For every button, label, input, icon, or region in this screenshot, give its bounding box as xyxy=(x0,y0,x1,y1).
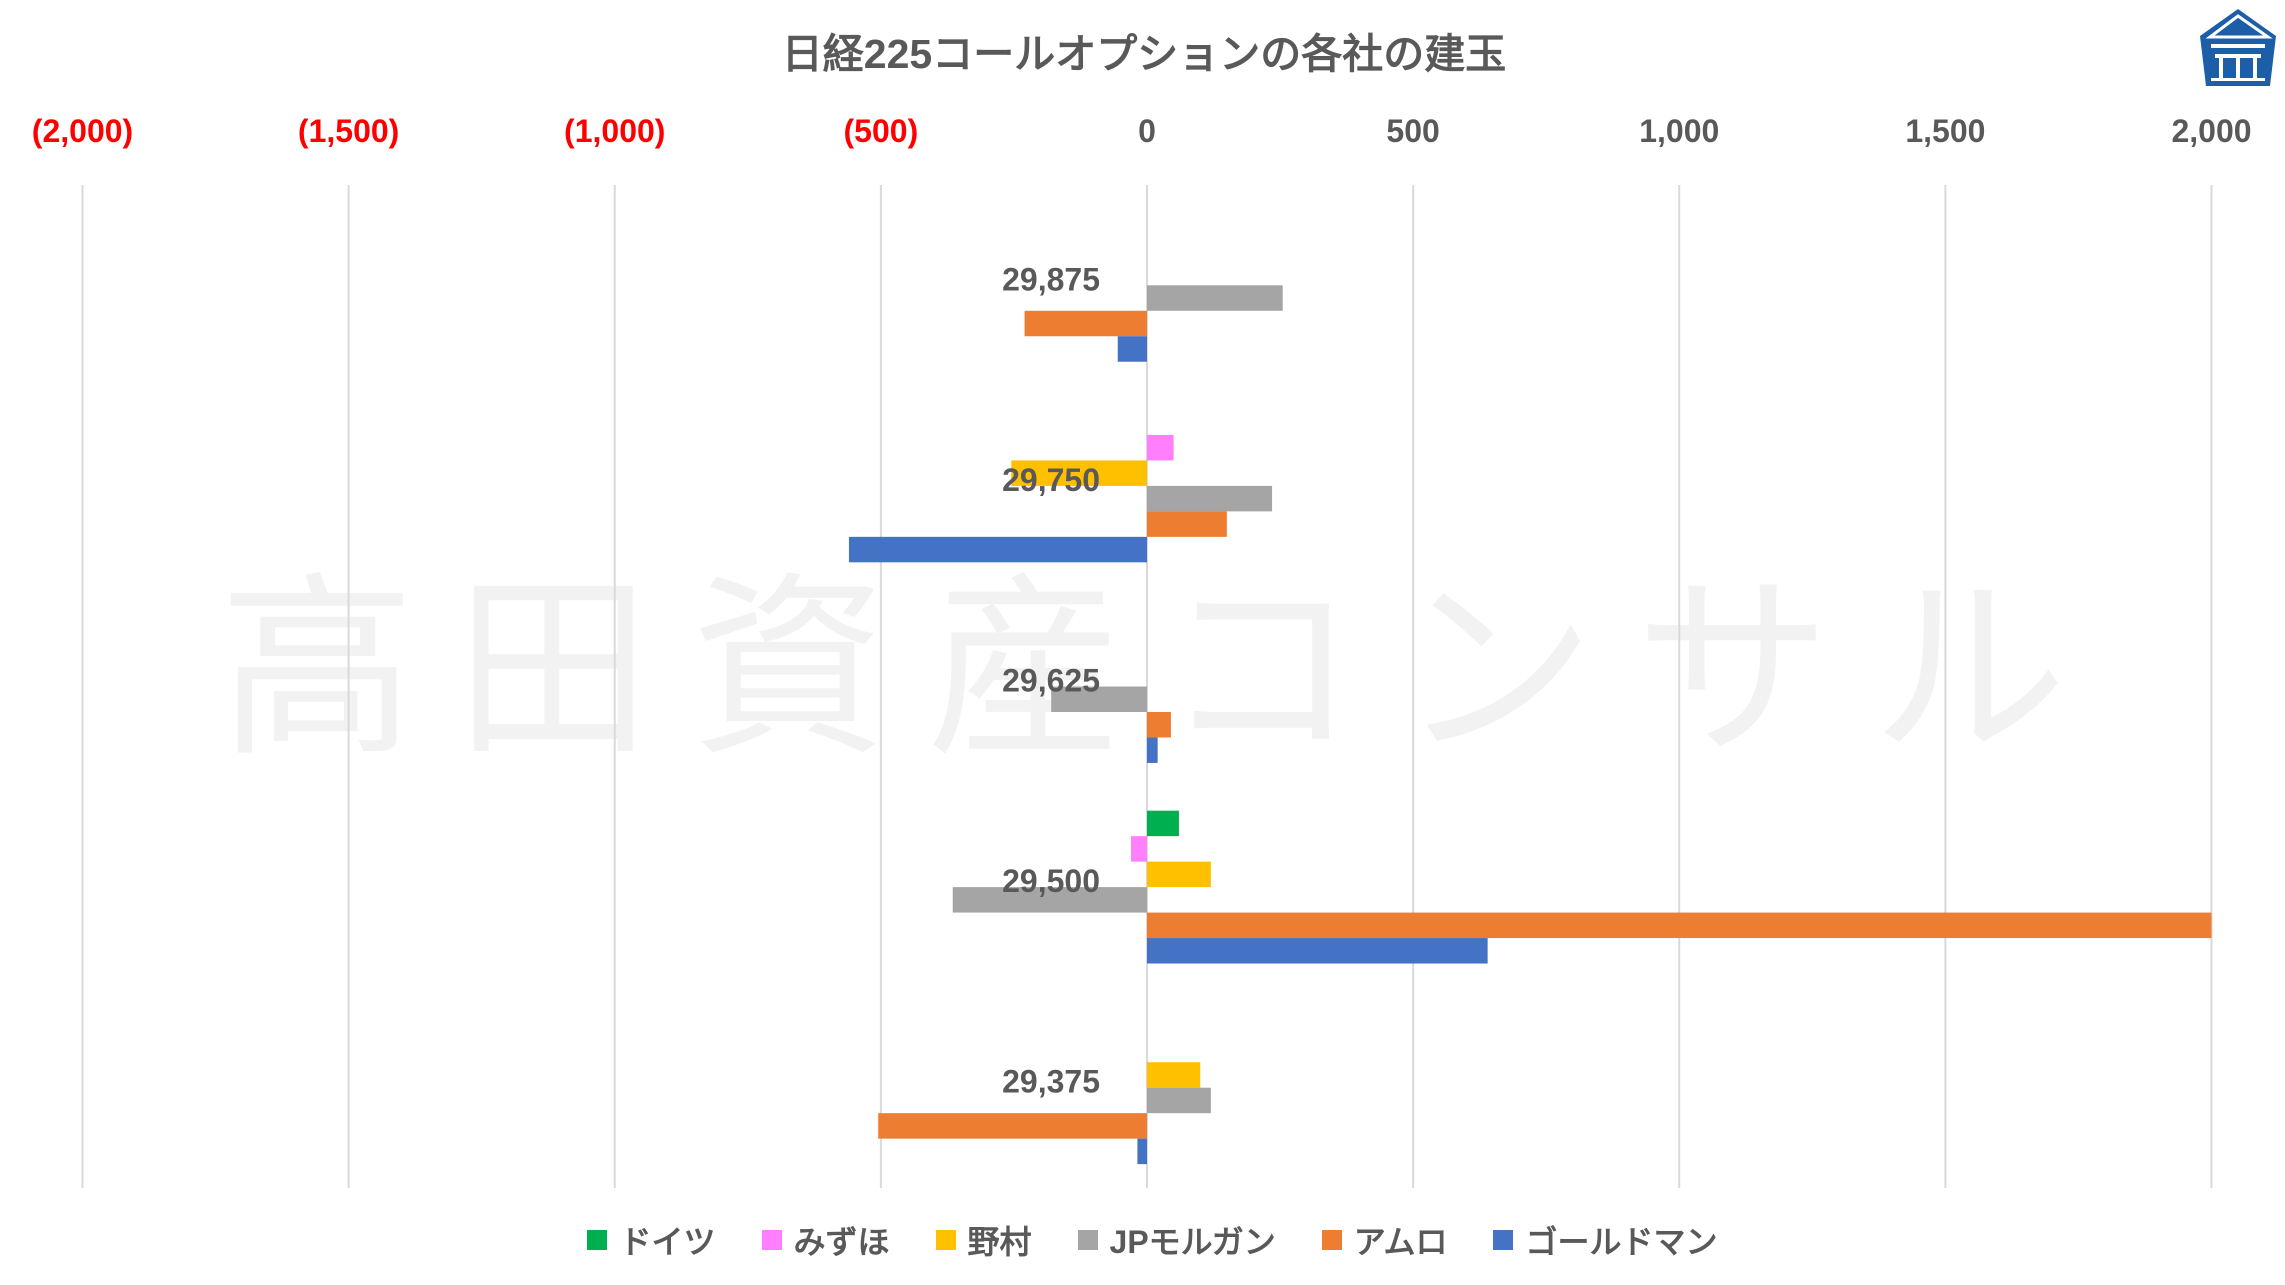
legend-label: みずほ xyxy=(793,1224,890,1260)
legend-item-jpmorgan: JPモルガン xyxy=(1077,1217,1276,1263)
legend-swatch xyxy=(587,1230,608,1250)
bar xyxy=(1147,711,1171,738)
legend-item-nomura: 野村 xyxy=(935,1217,1032,1263)
legend-label: ゴールドマン xyxy=(1525,1224,1718,1260)
category-label: 29,375 xyxy=(1002,1064,1100,1100)
bar xyxy=(1147,1062,1201,1088)
legend-swatch xyxy=(1077,1230,1098,1250)
bar xyxy=(1147,810,1179,837)
bar xyxy=(1024,310,1147,337)
watermark-text: 高田資産コンサル xyxy=(219,560,2108,780)
category-label: 29,500 xyxy=(1002,863,1100,899)
legend-item-goldman: ゴールドマン xyxy=(1493,1217,1718,1263)
bar xyxy=(1131,836,1147,862)
x-tick-label: 2,000 xyxy=(2171,113,2251,149)
bar xyxy=(1147,434,1174,461)
legend-label: アムロ xyxy=(1353,1224,1448,1260)
bar xyxy=(1011,460,1147,486)
bar xyxy=(1117,336,1147,362)
bar xyxy=(1147,1087,1211,1114)
legend-label: 野村 xyxy=(967,1224,1032,1260)
x-tick-label: (2,000) xyxy=(32,113,133,149)
chart-legend: ドイツ みずほ 野村 JPモルガン アムロ ゴールドマン xyxy=(0,1216,2285,1264)
building-logo-icon xyxy=(2197,6,2279,88)
x-tick-label: 1,000 xyxy=(1639,113,1719,149)
bar xyxy=(1147,285,1283,311)
x-tick-label: (1,500) xyxy=(298,113,399,149)
bar xyxy=(1147,938,1488,964)
bar xyxy=(1051,686,1147,712)
bar xyxy=(1147,511,1227,537)
legend-label: ドイツ xyxy=(619,1224,716,1260)
x-tick-label: (1,000) xyxy=(564,113,665,149)
bar xyxy=(1137,1138,1147,1165)
bar xyxy=(1147,861,1211,888)
category-label: 29,750 xyxy=(1002,462,1100,498)
legend-item-mizuho: みずほ xyxy=(761,1217,890,1263)
x-tick-label: 500 xyxy=(1386,113,1439,149)
x-tick-label: 1,500 xyxy=(1905,113,1985,149)
legend-swatch xyxy=(935,1230,956,1250)
x-tick-label: 0 xyxy=(1138,113,1156,149)
legend-swatch xyxy=(761,1230,782,1250)
category-label: 29,875 xyxy=(1002,261,1100,297)
chart-title: 日経225コールオプションの各社の建玉 xyxy=(781,31,1507,77)
legend-item-amro: アムロ xyxy=(1321,1217,1448,1263)
legend-swatch xyxy=(1493,1230,1514,1250)
bar xyxy=(1147,485,1273,512)
legend-swatch xyxy=(1321,1230,1342,1250)
legend-label: JPモルガン xyxy=(1109,1224,1276,1260)
category-label: 29,625 xyxy=(1002,663,1100,699)
bar xyxy=(1147,737,1158,763)
bar xyxy=(1147,912,2212,939)
x-tick-label: (500) xyxy=(844,113,919,149)
legend-item-deutsche: ドイツ xyxy=(587,1217,716,1263)
bar xyxy=(878,1113,1147,1139)
bar xyxy=(848,536,1147,563)
bar xyxy=(952,887,1147,913)
